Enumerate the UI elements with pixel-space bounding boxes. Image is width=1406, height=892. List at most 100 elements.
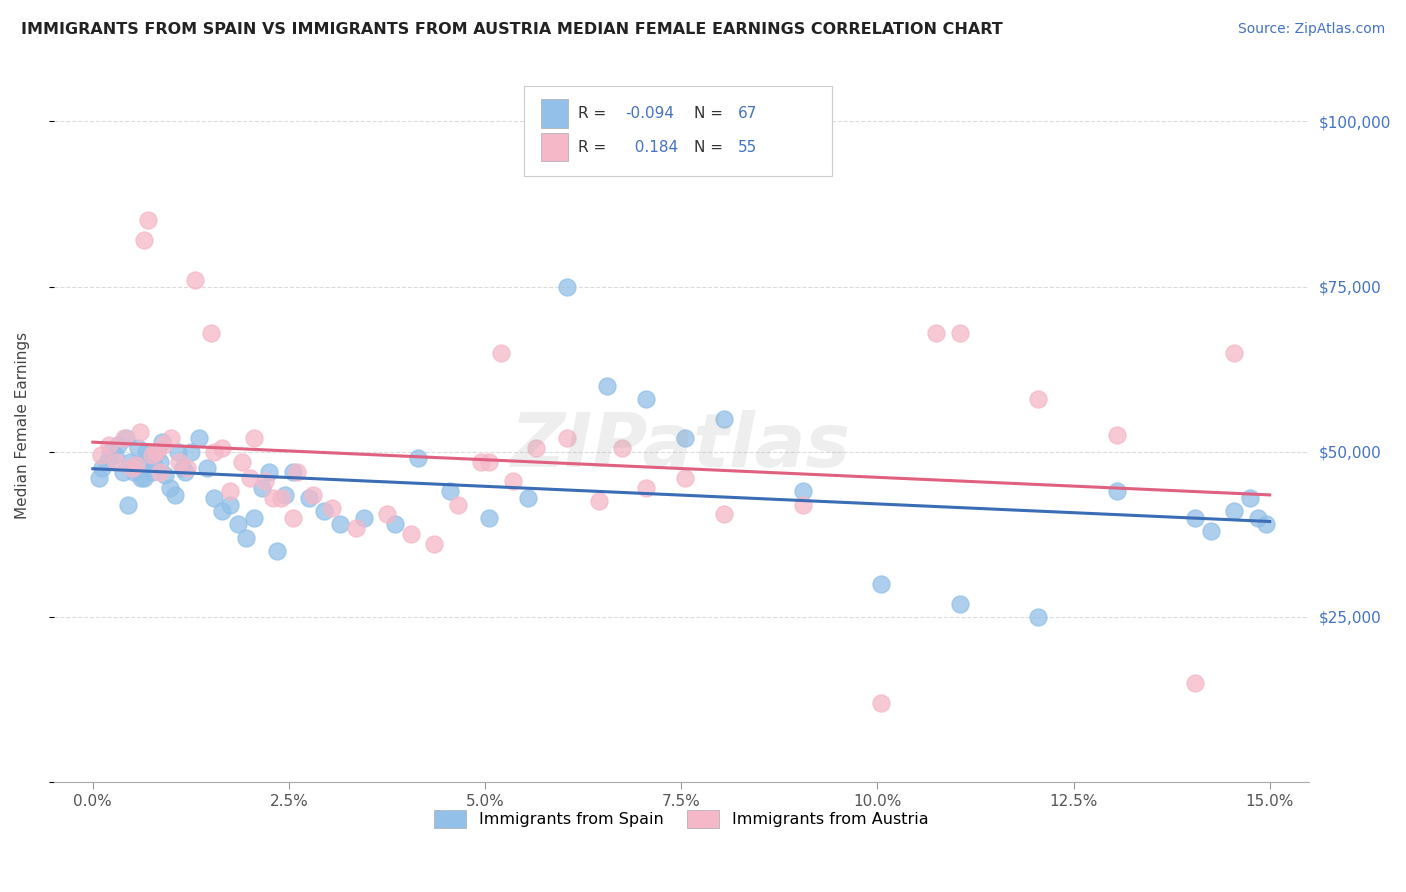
Point xyxy=(146,444,169,458)
Point xyxy=(152,438,174,452)
Point xyxy=(145,444,167,458)
Point xyxy=(114,432,136,446)
Point xyxy=(138,451,160,466)
Point xyxy=(557,432,579,446)
Point xyxy=(132,471,155,485)
Point xyxy=(117,498,139,512)
Text: IMMIGRANTS FROM SPAIN VS IMMIGRANTS FROM AUSTRIA MEDIAN FEMALE EARNINGS CORRELAT: IMMIGRANTS FROM SPAIN VS IMMIGRANTS FROM… xyxy=(21,22,1002,37)
Point xyxy=(1105,484,1128,499)
Point xyxy=(176,461,198,475)
Point xyxy=(470,454,492,468)
Point xyxy=(148,454,170,468)
Point xyxy=(274,488,297,502)
Point xyxy=(792,498,814,512)
Point xyxy=(634,481,657,495)
Point xyxy=(384,517,406,532)
Point xyxy=(87,471,110,485)
Point xyxy=(141,465,163,479)
Point xyxy=(242,510,264,524)
Point xyxy=(172,461,194,475)
Point xyxy=(200,326,222,340)
Point xyxy=(153,467,176,482)
Point xyxy=(1184,676,1206,690)
Point xyxy=(713,411,735,425)
Point xyxy=(143,458,166,472)
Point xyxy=(344,521,367,535)
Point xyxy=(1026,610,1049,624)
FancyBboxPatch shape xyxy=(524,87,832,176)
Point xyxy=(167,454,190,468)
Text: N =: N = xyxy=(693,106,728,121)
Text: 0.184: 0.184 xyxy=(624,139,678,154)
Point xyxy=(1184,510,1206,524)
FancyBboxPatch shape xyxy=(541,99,568,128)
Point xyxy=(281,465,304,479)
Point xyxy=(96,454,118,468)
Point xyxy=(150,434,173,449)
Point xyxy=(235,531,257,545)
Point xyxy=(180,444,202,458)
Point xyxy=(524,442,547,456)
Point xyxy=(1223,345,1246,359)
Point xyxy=(187,432,209,446)
Point xyxy=(127,442,149,456)
Point xyxy=(792,484,814,499)
Point xyxy=(870,577,893,591)
Point xyxy=(297,491,319,505)
Point xyxy=(166,444,188,458)
Point xyxy=(120,454,142,468)
Point xyxy=(489,345,512,359)
Point xyxy=(148,465,170,479)
Point xyxy=(408,451,430,466)
Text: R =: R = xyxy=(578,139,612,154)
Point xyxy=(870,696,893,710)
Point xyxy=(557,279,579,293)
Point xyxy=(925,326,948,340)
Point xyxy=(90,448,112,462)
Point xyxy=(254,475,277,489)
Point xyxy=(321,500,343,515)
Point xyxy=(1026,392,1049,406)
Point xyxy=(502,475,524,489)
Point xyxy=(1105,428,1128,442)
Point xyxy=(105,454,128,468)
Point xyxy=(107,438,129,452)
Point xyxy=(673,432,696,446)
Point xyxy=(122,465,145,479)
Point xyxy=(423,537,446,551)
Point xyxy=(159,481,181,495)
Point xyxy=(596,378,619,392)
Point xyxy=(184,273,207,287)
Point xyxy=(266,543,288,558)
Text: 55: 55 xyxy=(738,139,756,154)
Point xyxy=(713,508,735,522)
Point xyxy=(125,458,148,472)
Point xyxy=(1254,517,1277,532)
Point xyxy=(112,432,135,446)
Point xyxy=(211,442,233,456)
Point xyxy=(478,454,501,468)
Point xyxy=(301,488,323,502)
Point xyxy=(353,510,375,524)
Point xyxy=(135,444,157,458)
Point xyxy=(259,465,281,479)
Point xyxy=(211,504,233,518)
Legend: Immigrants from Spain, Immigrants from Austria: Immigrants from Spain, Immigrants from A… xyxy=(427,804,935,835)
Point xyxy=(447,498,470,512)
Point xyxy=(329,517,352,532)
Point xyxy=(219,484,242,499)
Text: -0.094: -0.094 xyxy=(624,106,673,121)
Point xyxy=(129,425,152,439)
Point xyxy=(98,444,121,458)
Point xyxy=(588,494,610,508)
Point xyxy=(949,597,972,611)
Point xyxy=(399,527,422,541)
Point xyxy=(673,471,696,485)
Text: R =: R = xyxy=(578,106,612,121)
Point xyxy=(131,471,153,485)
Point xyxy=(231,454,253,468)
Point xyxy=(949,326,972,340)
Point xyxy=(91,461,114,475)
Point xyxy=(439,484,461,499)
Point xyxy=(132,233,155,247)
